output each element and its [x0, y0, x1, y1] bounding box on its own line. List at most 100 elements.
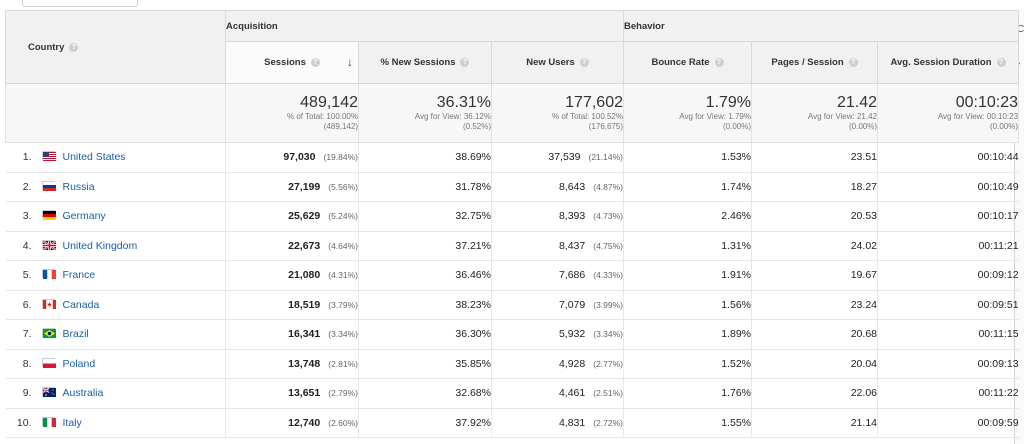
- date-range-box[interactable]: [22, 0, 138, 7]
- bounce-rate-cell: 1.53%: [623, 142, 752, 173]
- avg-session-duration-column-header[interactable]: Avg. Session Duration?: [876, 41, 1020, 84]
- country-cell: 9. Australia: [5, 378, 226, 409]
- new-users-percent: (4.75%): [593, 240, 623, 251]
- sessions-percent: (2.81%): [328, 358, 358, 369]
- help-icon[interactable]: ?: [310, 58, 320, 67]
- help-icon[interactable]: ?: [714, 58, 724, 67]
- new-users-value: 8,437: [558, 239, 586, 252]
- sessions-value: 21,080: [288, 269, 321, 282]
- country-link[interactable]: France: [62, 269, 96, 282]
- help-icon[interactable]: ?: [460, 58, 470, 67]
- total-value: 36.31%: [436, 94, 491, 111]
- country-cell: 3. Germany: [5, 201, 226, 232]
- country-column-header[interactable]: Country?: [5, 10, 226, 84]
- new-users-cell: 8,437 (4.75%): [491, 231, 624, 261]
- total-detail: Avg for View: 21.42: [807, 112, 877, 121]
- new-users-column-header[interactable]: New Users?: [491, 41, 624, 84]
- country-link[interactable]: Brazil: [62, 328, 89, 341]
- country-cell: 2. Russia: [5, 172, 226, 202]
- sessions-value: 12,740: [288, 416, 321, 429]
- ru-flag-icon: [41, 180, 56, 191]
- totals-label-cell: [5, 83, 226, 143]
- new-users-cell: 7,079 (3.99%): [491, 290, 624, 320]
- total-value: 00:10:23: [955, 94, 1019, 111]
- au-flag-icon: [41, 387, 56, 398]
- avg-session-duration-cell: 00:10:49: [876, 172, 1019, 202]
- new-users-header-label: New Users: [526, 57, 575, 68]
- sessions-cell: 13,651 (2.79%): [225, 378, 359, 409]
- country-cell: 8. Poland: [5, 349, 226, 379]
- new-sessions-cell: 32.75%: [358, 201, 492, 232]
- new-users-cell: 4,461 (2.51%): [491, 378, 624, 409]
- help-icon[interactable]: ?: [996, 58, 1006, 67]
- bounce-rate-cell: 1.55%: [623, 408, 752, 438]
- total-detail: % of Total: 100.52%: [551, 112, 623, 121]
- totals-row: 489,142% of Total: 100.00% (489,142) 36.3…: [5, 83, 1020, 143]
- table-row: 1. United States 97,030 (19.84%) 38.69% 37,53…: [5, 142, 1019, 173]
- new-users-percent: (3.34%): [593, 329, 623, 340]
- total-pages-per-session: 21.42 Avg for View: 21.42 (0.00%): [751, 83, 878, 143]
- new-users-cell: 8,643 (4.87%): [491, 172, 624, 202]
- bounce-rate-cell: 1.74%: [623, 172, 752, 202]
- pages-per-session-cell: 24.02: [751, 231, 878, 261]
- pages-per-session-column-header[interactable]: Pages / Session?: [751, 41, 878, 84]
- row-rank: 10.: [16, 416, 32, 429]
- total-value: 177,602: [565, 94, 623, 111]
- sessions-percent: (2.79%): [328, 388, 358, 399]
- country-link[interactable]: Australia: [62, 387, 104, 400]
- sessions-percent: (4.64%): [328, 240, 358, 251]
- help-icon[interactable]: ?: [69, 42, 79, 52]
- gb-flag-icon: [41, 239, 57, 251]
- new-users-value: 4,928: [558, 357, 586, 370]
- avg-session-duration-cell: 00:11:22: [876, 378, 1019, 409]
- country-link[interactable]: Germany: [62, 210, 106, 223]
- bounce-rate-cell: 1.91%: [623, 260, 752, 291]
- pages-per-session-cell: 21.14: [751, 408, 878, 438]
- country-link[interactable]: United States: [62, 151, 126, 164]
- country-cell: 6. Canada: [5, 290, 226, 320]
- total-bounce-rate: 1.79% Avg for View: 1.79% (0.00%): [623, 83, 752, 143]
- new-sessions-cell: 35.85%: [358, 349, 492, 379]
- total-value: 489,142: [300, 94, 358, 111]
- sessions-cell: 13,748 (2.81%): [225, 349, 359, 379]
- country-link[interactable]: Canada: [62, 298, 100, 311]
- new-users-cell: 8,393 (4.73%): [491, 201, 624, 232]
- country-cell: 4. United Kingdom: [5, 231, 226, 261]
- avg-session-duration-cell: 00:10:44: [876, 142, 1019, 173]
- table-row: 9. Australia 13,651 (2.79%) 32.68% 4,461 (2.51…: [5, 378, 1019, 409]
- table-row: 10. Italy 12,740 (2.60%) 37.92% 4,831 (2.72%) 1…: [5, 408, 1019, 438]
- new-sessions-column-header[interactable]: % New Sessions?: [358, 41, 492, 84]
- total-new-users: 177,602% of Total: 100.52% (176,675): [491, 83, 624, 143]
- country-link[interactable]: Russia: [62, 180, 95, 193]
- pl-flag-icon: [41, 357, 56, 368]
- country-link[interactable]: United Kingdom: [62, 239, 138, 252]
- sessions-column-header[interactable]: Sessions? ↓: [225, 41, 359, 84]
- scroll-right-icon[interactable]: ›: [1017, 58, 1021, 69]
- row-rank: 7.: [22, 328, 32, 341]
- avg-session-duration-cell: 00:11:21: [876, 231, 1019, 261]
- new-users-cell: 5,932 (3.34%): [491, 319, 624, 350]
- bounce-rate-column-header[interactable]: Bounce Rate?: [623, 41, 752, 84]
- row-rank: 2.: [22, 180, 32, 193]
- bounce-rate-header-label: Bounce Rate: [651, 57, 710, 68]
- help-icon[interactable]: ?: [848, 58, 858, 67]
- pages-per-session-cell: 20.04: [751, 349, 878, 379]
- new-users-value: 37,539: [548, 151, 581, 164]
- help-icon[interactable]: ?: [579, 58, 589, 67]
- pages-per-session-cell: 20.68: [751, 319, 878, 350]
- new-sessions-cell: 38.69%: [358, 142, 492, 173]
- country-link[interactable]: Poland: [62, 357, 96, 370]
- country-link[interactable]: Italy: [62, 416, 82, 429]
- new-users-percent: (3.99%): [593, 299, 623, 310]
- sort-descending-icon[interactable]: ↓: [347, 55, 353, 69]
- new-users-percent: (21.14%): [588, 152, 624, 163]
- row-rank: 8.: [22, 357, 32, 370]
- sessions-cell: 27,199 (5.56%): [225, 172, 359, 202]
- sessions-percent: (19.84%): [323, 152, 359, 163]
- sessions-percent: (2.60%): [328, 417, 358, 428]
- avg-session-duration-cell: 00:11:15: [876, 319, 1019, 350]
- new-users-value: 4,461: [558, 387, 586, 400]
- bounce-rate-cell: 1.76%: [623, 378, 752, 409]
- sessions-cell: 18,519 (3.79%): [225, 290, 359, 320]
- sessions-value: 97,030: [283, 151, 316, 164]
